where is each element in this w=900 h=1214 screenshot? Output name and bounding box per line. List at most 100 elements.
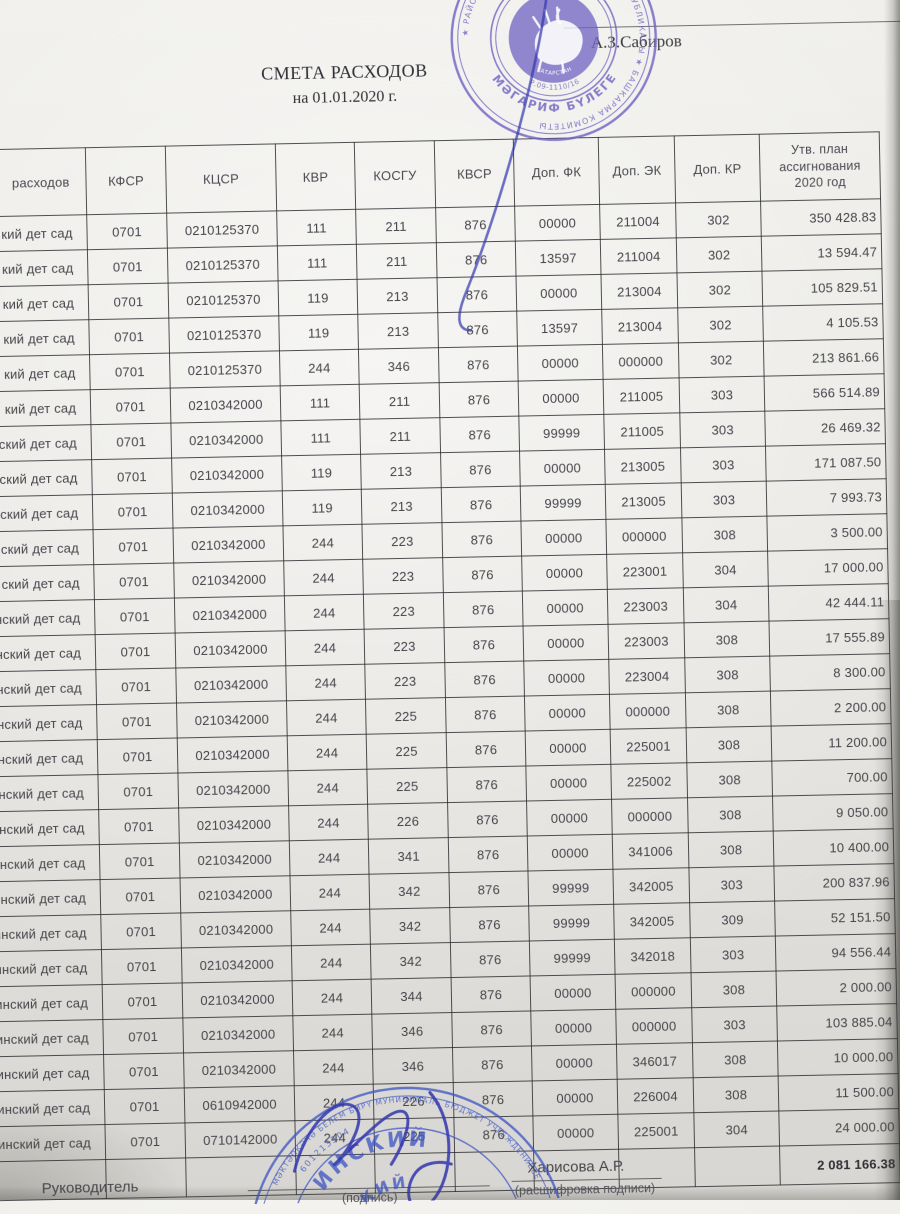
code-cell: 244 — [290, 909, 371, 946]
column-header: КФСР — [85, 146, 167, 215]
row-name-cell: нский дет сад — [0, 704, 98, 744]
code-cell: 213 — [357, 312, 439, 350]
amount-cell: 105 829.51 — [761, 268, 883, 307]
code-cell: 0701 — [92, 493, 174, 530]
code-cell: 308 — [686, 726, 772, 763]
code-cell: 876 — [448, 835, 528, 873]
code-cell: 0210342000 — [175, 630, 286, 669]
code-cell: 308 — [692, 1041, 779, 1078]
code-cell: 211005 — [603, 412, 681, 450]
code-cell: 876 — [436, 241, 517, 278]
column-header: КВСР — [434, 139, 515, 208]
code-cell: 00000 — [519, 449, 606, 487]
code-cell: 876 — [451, 975, 531, 1013]
code-cell: 223001 — [606, 552, 684, 590]
column-header: КОСГУ — [354, 140, 436, 210]
code-cell: 0210342000 — [172, 490, 283, 529]
row-name-cell: кий дет сад — [0, 249, 89, 289]
stamp-code-text: Р.09-1110/16 — [528, 77, 581, 92]
code-cell: 876 — [448, 870, 529, 908]
row-name-cell: ский дет сад — [0, 529, 94, 569]
code-cell: 876 — [440, 451, 521, 488]
row-name-cell: инский дет сад — [0, 949, 103, 989]
code-cell: 0210342000 — [182, 1015, 294, 1053]
code-cell: 00000 — [523, 659, 610, 697]
code-cell: 99999 — [528, 904, 615, 941]
code-cell: 213004 — [601, 307, 679, 345]
code-cell: 876 — [453, 1080, 533, 1118]
code-cell: 244 — [285, 629, 365, 666]
code-cell: 00000 — [516, 274, 602, 312]
code-cell: 00000 — [523, 624, 609, 662]
code-cell: 213 — [361, 487, 442, 525]
code-cell: 000000 — [605, 517, 683, 555]
signer-name: Харисова А.Р. — [527, 1157, 625, 1177]
code-cell: 225001 — [610, 727, 687, 765]
code-cell: 341006 — [612, 832, 689, 870]
code-cell: 244 — [288, 804, 369, 841]
photo-corner-shadow — [0, 1080, 220, 1200]
code-cell: 0210342000 — [176, 700, 288, 739]
photo-edge-shadow-right-lower — [874, 600, 900, 1200]
title-line-2: на 01.01.2020 г. — [292, 87, 398, 108]
code-cell: 0210342000 — [177, 735, 288, 773]
stamp-emblem-disc — [508, 0, 599, 83]
code-cell: 0701 — [90, 388, 171, 425]
code-cell: 00000 — [522, 589, 609, 627]
amount-cell: 2 200.00 — [770, 688, 892, 727]
code-cell: 308 — [681, 516, 768, 553]
code-cell: 0701 — [98, 807, 180, 845]
code-cell: 344 — [371, 977, 452, 1015]
code-cell: 309 — [689, 901, 776, 938]
code-cell: 00000 — [531, 1044, 618, 1081]
code-cell: 0210342000 — [180, 910, 292, 948]
code-cell: 225 — [366, 732, 447, 770]
amount-cell: 17 000.00 — [767, 548, 889, 587]
row-name-cell: кий дет сад — [0, 354, 91, 394]
code-cell: 303 — [688, 866, 775, 903]
code-cell: 223 — [361, 522, 443, 560]
code-cell: 119 — [278, 279, 358, 316]
row-name-cell: кий дет сад — [0, 389, 91, 429]
code-cell: 0210342000 — [173, 560, 285, 599]
row-name-cell: инский дет сад — [0, 914, 102, 954]
code-cell: 00000 — [526, 799, 613, 836]
code-cell: 876 — [452, 1045, 533, 1083]
code-cell: 346017 — [616, 1042, 694, 1080]
zilant-emblem-icon — [532, 6, 583, 74]
code-cell: 00000 — [532, 1114, 619, 1151]
code-cell: 876 — [444, 626, 524, 663]
code-cell: 876 — [437, 311, 518, 348]
code-cell: 876 — [446, 766, 527, 803]
code-cell: 0210342000 — [181, 945, 293, 983]
code-cell: 876 — [453, 1115, 534, 1153]
code-cell: 302 — [676, 271, 763, 308]
code-cell: 223 — [364, 627, 445, 665]
code-cell: 226004 — [617, 1077, 694, 1115]
approver-signature-line — [563, 20, 900, 29]
code-cell: 0701 — [102, 1017, 184, 1055]
code-cell: 0701 — [97, 772, 179, 810]
code-cell: 0701 — [93, 528, 174, 565]
row-name-cell: нский дет сад — [0, 634, 96, 674]
row-name-cell: инский дет сад — [0, 809, 100, 849]
code-cell: 0701 — [99, 842, 181, 880]
code-cell: 0210342000 — [178, 805, 290, 843]
row-name-cell: нский дет сад — [0, 599, 96, 639]
code-cell: 342 — [370, 942, 452, 980]
code-cell: 244 — [284, 594, 365, 631]
code-cell: 223 — [362, 557, 444, 595]
code-cell: 00000 — [525, 764, 612, 802]
row-name-cell: ский дет сад — [0, 459, 93, 499]
code-cell: 223003 — [607, 587, 685, 625]
code-cell: 876 — [435, 206, 516, 243]
code-cell: 308 — [684, 621, 770, 658]
code-cell: 308 — [691, 971, 777, 1008]
title-line-1: СМЕТА РАСХОДОВ — [260, 60, 428, 84]
code-cell: 223 — [363, 592, 445, 630]
code-cell: 00000 — [527, 834, 613, 871]
code-cell: 244 — [292, 979, 372, 1016]
code-cell: 213 — [357, 277, 438, 315]
code-cell: 0701 — [94, 598, 176, 635]
